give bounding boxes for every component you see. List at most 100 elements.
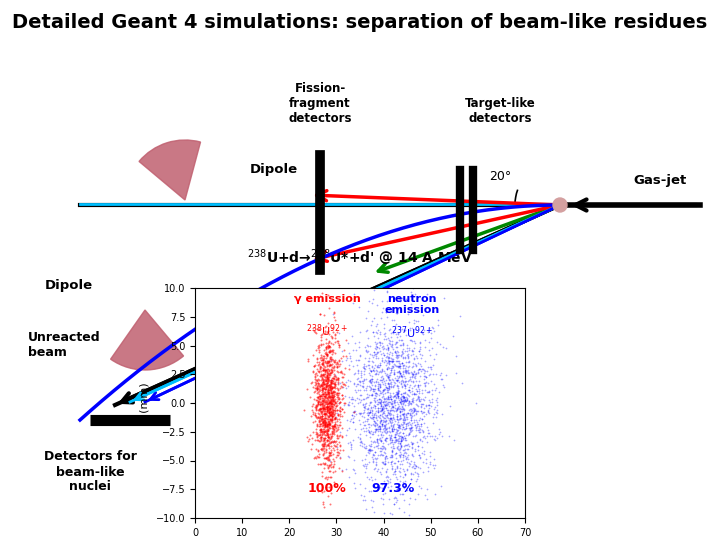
Point — [387, 357, 398, 366]
Point — [321, 381, 333, 389]
Point — [332, 377, 343, 386]
Point — [372, 354, 384, 362]
Point — [316, 396, 328, 404]
Point — [387, 357, 399, 366]
Point — [328, 392, 340, 401]
Point — [400, 413, 412, 421]
Point — [380, 436, 392, 445]
Point — [328, 460, 340, 469]
Point — [358, 491, 369, 500]
Point — [325, 389, 337, 397]
Point — [376, 397, 387, 406]
Point — [413, 396, 425, 405]
Point — [312, 384, 323, 393]
Point — [318, 352, 330, 360]
Point — [365, 379, 377, 387]
Point — [331, 359, 343, 367]
Point — [328, 422, 339, 430]
Point — [305, 444, 317, 453]
Point — [330, 427, 342, 435]
Point — [393, 372, 405, 381]
Point — [324, 390, 336, 399]
Point — [415, 424, 426, 433]
Point — [423, 345, 434, 354]
Point — [324, 404, 336, 413]
Point — [321, 403, 333, 412]
Point — [329, 380, 341, 388]
Point — [329, 406, 341, 414]
Point — [392, 387, 404, 396]
Point — [423, 338, 435, 347]
Point — [317, 468, 328, 476]
Point — [329, 380, 341, 388]
Point — [389, 493, 400, 502]
Point — [386, 422, 397, 431]
Point — [327, 388, 338, 396]
Point — [366, 328, 378, 336]
Point — [400, 397, 411, 406]
Point — [420, 434, 431, 442]
Point — [374, 423, 386, 432]
Point — [374, 382, 385, 390]
Point — [397, 341, 409, 349]
Point — [354, 377, 366, 386]
Point — [405, 475, 416, 484]
Point — [392, 410, 403, 418]
Point — [405, 412, 417, 421]
Point — [343, 348, 355, 357]
Point — [323, 376, 334, 384]
Point — [397, 404, 409, 413]
Point — [415, 407, 427, 415]
Point — [318, 356, 329, 364]
Point — [386, 400, 397, 408]
Point — [397, 429, 409, 437]
Point — [380, 466, 392, 475]
Point — [369, 454, 381, 463]
Point — [379, 394, 390, 402]
Point — [385, 432, 397, 441]
Point — [318, 428, 330, 436]
Point — [318, 396, 329, 405]
Point — [413, 383, 424, 391]
Point — [381, 424, 392, 433]
Point — [426, 365, 437, 374]
Point — [320, 430, 331, 439]
Point — [376, 407, 387, 415]
Point — [395, 352, 407, 360]
Point — [390, 374, 401, 382]
Point — [379, 394, 390, 403]
Point — [368, 438, 379, 447]
Point — [348, 401, 360, 410]
Point — [376, 437, 387, 445]
Point — [387, 383, 399, 391]
Point — [334, 407, 346, 415]
Point — [318, 421, 329, 429]
Point — [398, 409, 410, 418]
Y-axis label: y (mm): y (mm) — [140, 383, 150, 423]
Point — [328, 415, 340, 423]
Point — [338, 380, 350, 388]
Point — [324, 393, 336, 401]
Point — [312, 431, 323, 440]
Point — [387, 405, 398, 414]
Point — [393, 405, 405, 414]
Point — [369, 397, 381, 406]
Point — [337, 394, 348, 402]
Point — [386, 416, 397, 424]
Point — [348, 411, 360, 420]
Point — [333, 340, 345, 349]
Point — [318, 362, 330, 370]
Point — [323, 427, 334, 436]
Point — [408, 461, 419, 470]
Point — [423, 408, 435, 417]
Point — [318, 399, 329, 407]
Point — [325, 437, 337, 446]
Point — [382, 398, 394, 407]
Point — [326, 430, 338, 438]
Point — [312, 393, 324, 401]
Point — [405, 415, 417, 424]
Point — [312, 453, 324, 462]
Point — [333, 433, 344, 442]
Point — [332, 424, 343, 433]
Point — [355, 395, 366, 404]
